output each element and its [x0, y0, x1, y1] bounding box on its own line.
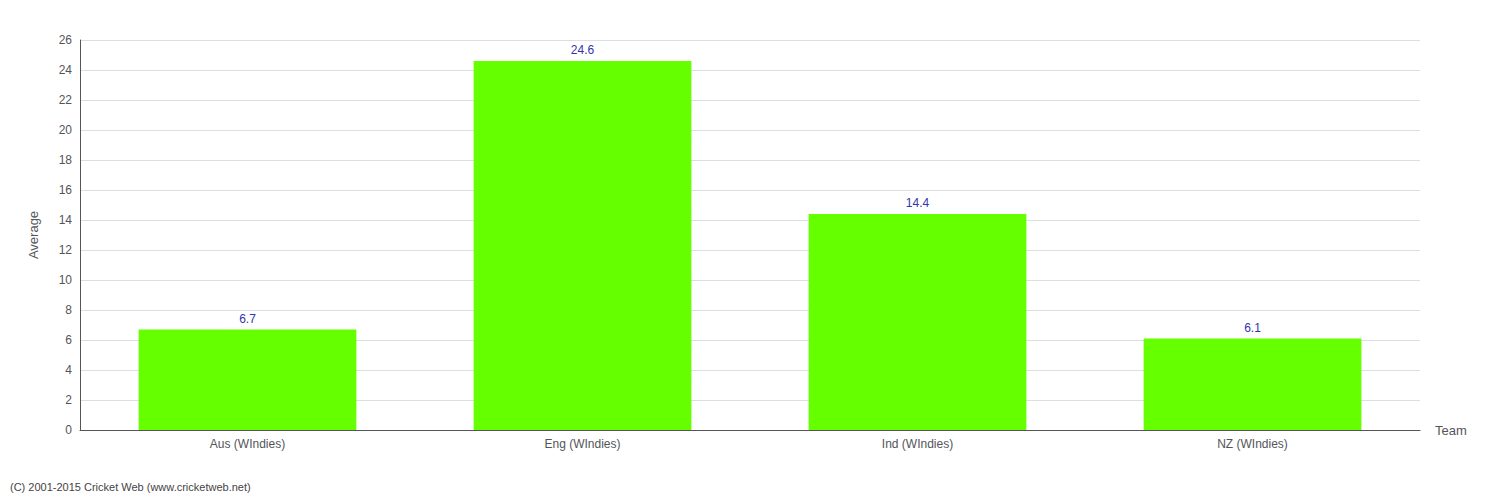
svg-text:24.6: 24.6	[571, 43, 595, 57]
svg-text:0: 0	[65, 423, 72, 437]
svg-text:6.7: 6.7	[239, 312, 256, 326]
svg-text:Eng (WIndies): Eng (WIndies)	[544, 437, 620, 451]
svg-text:4: 4	[65, 363, 72, 377]
svg-text:16: 16	[59, 183, 73, 197]
svg-text:(C) 2001-2015 Cricket Web (www: (C) 2001-2015 Cricket Web (www.cricketwe…	[10, 481, 251, 493]
svg-text:14: 14	[59, 213, 73, 227]
svg-text:12: 12	[59, 243, 73, 257]
svg-text:24: 24	[59, 63, 73, 77]
svg-text:14.4: 14.4	[906, 196, 930, 210]
svg-text:20: 20	[59, 123, 73, 137]
svg-text:Average: Average	[26, 211, 41, 259]
svg-text:6: 6	[65, 333, 72, 347]
svg-text:26: 26	[59, 33, 73, 47]
svg-text:22: 22	[59, 93, 73, 107]
svg-text:Aus (WIndies): Aus (WIndies)	[210, 437, 285, 451]
svg-text:NZ (WIndies): NZ (WIndies)	[1217, 437, 1288, 451]
svg-text:Ind (WIndies): Ind (WIndies)	[882, 437, 953, 451]
svg-text:10: 10	[59, 273, 73, 287]
svg-text:8: 8	[65, 303, 72, 317]
svg-text:18: 18	[59, 153, 73, 167]
svg-text:Team: Team	[1435, 423, 1467, 438]
svg-text:2: 2	[65, 393, 72, 407]
svg-text:6.1: 6.1	[1244, 321, 1261, 335]
